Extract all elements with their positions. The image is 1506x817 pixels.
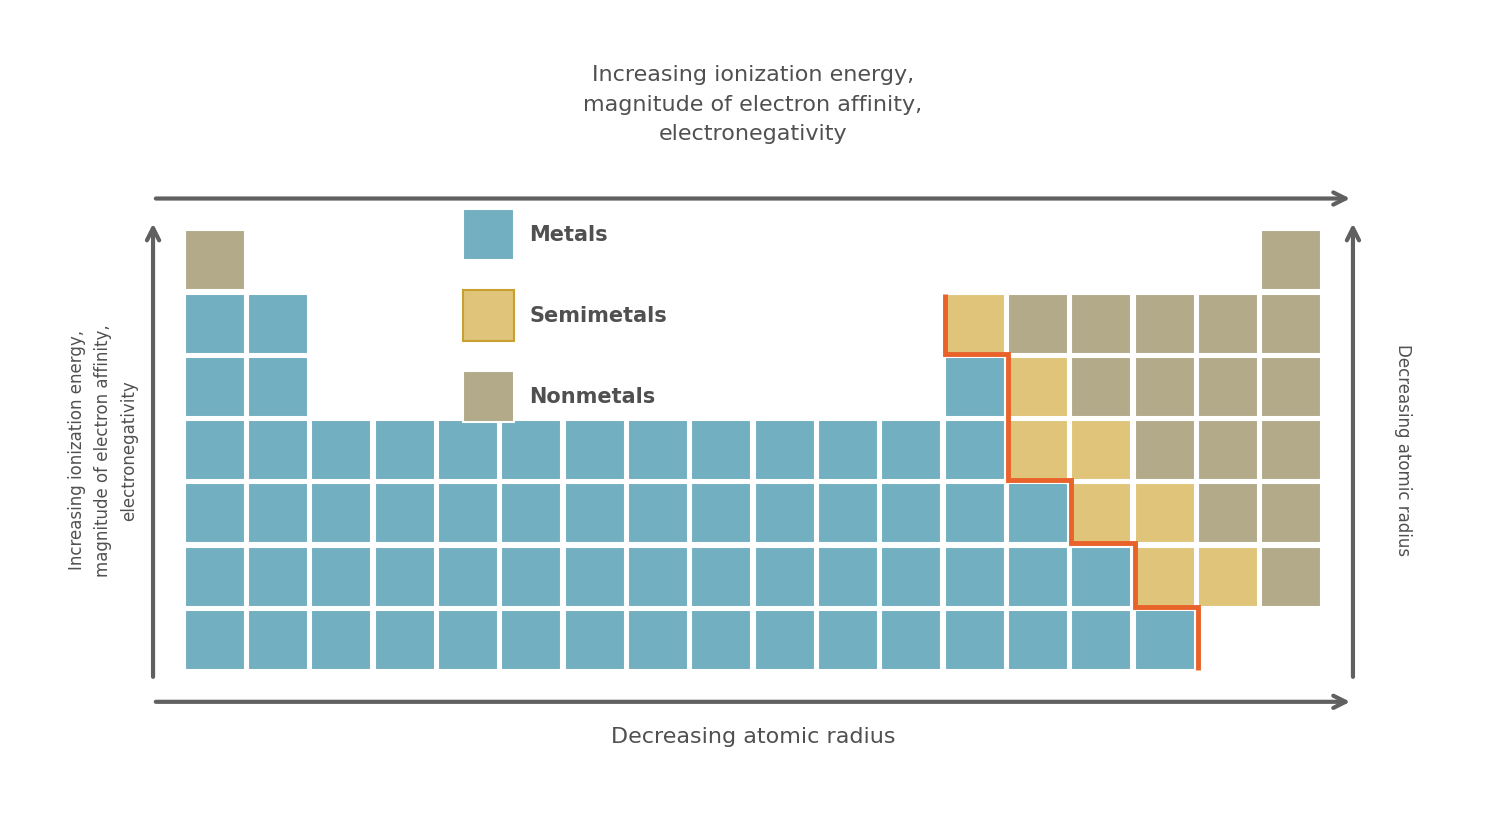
Bar [501,484,562,543]
Bar [628,484,688,543]
Bar [565,484,625,543]
Bar [881,420,941,480]
Bar [1008,484,1068,543]
Bar [375,547,435,607]
Bar [185,484,244,543]
Bar [312,610,372,670]
Bar [881,547,941,607]
Text: Semimetals: Semimetals [529,306,667,326]
Bar [1008,420,1068,480]
Bar [818,547,878,607]
Bar [375,484,435,543]
Bar [1197,357,1258,417]
Bar [628,610,688,670]
Bar [1134,293,1194,354]
Bar [185,230,244,290]
Bar [628,547,688,607]
Bar [312,484,372,543]
Bar [881,484,941,543]
Bar [755,610,815,670]
Bar [1071,547,1131,607]
Bar [1262,357,1321,417]
Bar [691,610,751,670]
Bar [1008,357,1068,417]
Bar [1262,547,1321,607]
Bar [375,610,435,670]
Bar [185,357,244,417]
Bar [881,610,941,670]
Bar [462,290,514,342]
Bar [312,547,372,607]
Text: Increasing ionization energy,
magnitude of electron affinity,
electronegativity: Increasing ionization energy, magnitude … [68,324,139,577]
Bar [501,547,562,607]
Bar [185,293,244,354]
Bar [1262,420,1321,480]
Bar [628,420,688,480]
Bar [501,420,562,480]
Bar [462,371,514,422]
Bar [1008,547,1068,607]
Bar [185,420,244,480]
Bar [691,420,751,480]
Bar [248,293,309,354]
Bar [1197,420,1258,480]
Bar [1071,357,1131,417]
Bar [1134,420,1194,480]
Bar [1071,610,1131,670]
Text: Decreasing atomic radius: Decreasing atomic radius [611,727,895,747]
Bar [818,420,878,480]
Bar [248,547,309,607]
Bar [438,420,498,480]
Bar [691,547,751,607]
Bar [691,484,751,543]
Bar [438,610,498,670]
Bar [185,547,244,607]
Bar [1134,547,1194,607]
Bar [944,610,1005,670]
Bar [438,547,498,607]
Bar [1008,293,1068,354]
Bar [1262,293,1321,354]
Bar [1134,610,1194,670]
Text: Nonmetals: Nonmetals [529,386,655,407]
Bar [1008,610,1068,670]
Bar [1197,547,1258,607]
Bar [944,293,1005,354]
Bar [818,484,878,543]
Bar [1197,484,1258,543]
Bar [565,420,625,480]
Bar [565,610,625,670]
Bar [1071,484,1131,543]
Bar [1071,293,1131,354]
Bar [944,547,1005,607]
Bar [1262,230,1321,290]
Bar [312,420,372,480]
Bar [565,547,625,607]
Bar [462,209,514,260]
Bar [1197,293,1258,354]
Text: Metals: Metals [529,225,607,244]
Bar [755,547,815,607]
Bar [248,610,309,670]
Bar [755,484,815,543]
Text: Decreasing atomic radius: Decreasing atomic radius [1395,344,1413,556]
Bar [185,610,244,670]
Bar [944,357,1005,417]
Bar [248,484,309,543]
Bar [501,610,562,670]
Bar [248,420,309,480]
Bar [438,484,498,543]
Bar [1262,484,1321,543]
Bar [944,484,1005,543]
Bar [818,610,878,670]
Bar [1071,420,1131,480]
Bar [755,420,815,480]
Bar [1134,357,1194,417]
Bar [375,420,435,480]
Bar [944,420,1005,480]
Bar [248,357,309,417]
Text: Increasing ionization energy,
magnitude of electron affinity,
electronegativity: Increasing ionization energy, magnitude … [583,65,923,145]
Bar [1134,484,1194,543]
